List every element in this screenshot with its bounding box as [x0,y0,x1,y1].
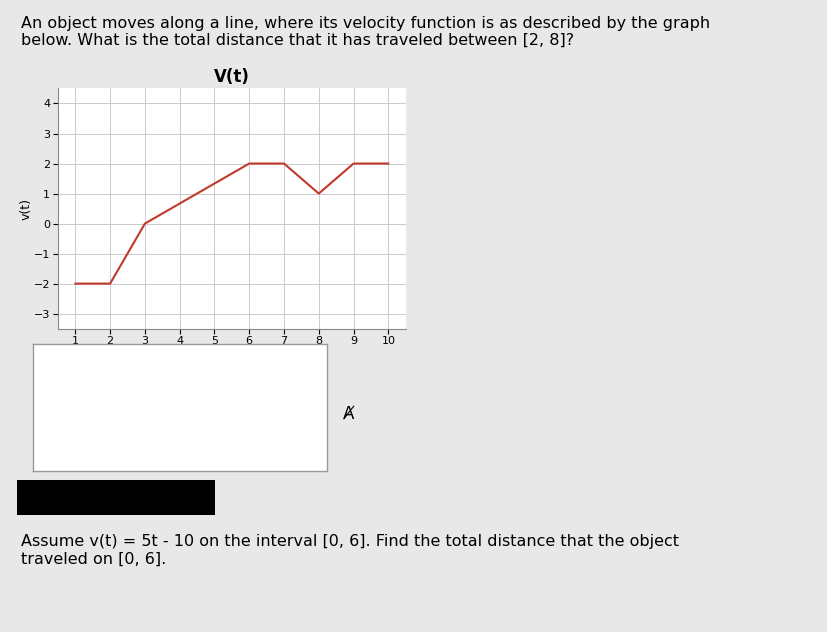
X-axis label: t: t [229,348,234,361]
Text: A̸: A̸ [343,405,355,423]
Text: Assume v(t) = 5t - 10 on the interval [0, 6]. Find the total distance that the o: Assume v(t) = 5t - 10 on the interval [0… [21,534,678,566]
Text: An object moves along a line, where its velocity function is as described by the: An object moves along a line, where its … [21,16,709,48]
Y-axis label: v(t): v(t) [19,198,32,219]
Title: V(t): V(t) [213,68,250,85]
